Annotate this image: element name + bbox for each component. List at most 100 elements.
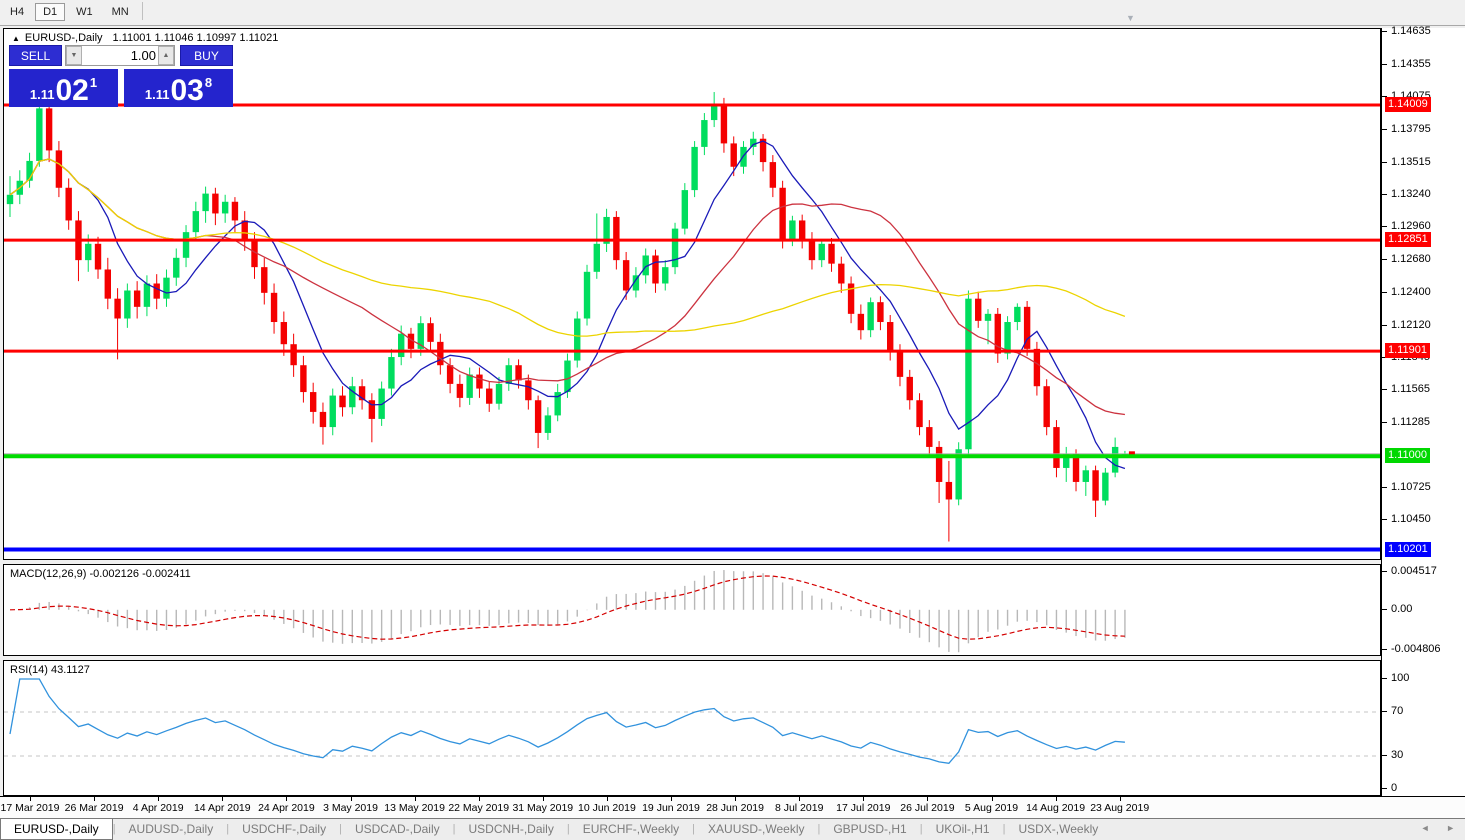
macd-indicator-panel[interactable]: MACD(12,26,9) -0.002126 -0.002411: [3, 564, 1381, 656]
price-tick: 1.12680: [1391, 253, 1431, 266]
date-label: 19 Jun 2019: [642, 802, 700, 814]
axis-tick-mark: [1382, 487, 1387, 489]
tab-usdxweekly[interactable]: USDX-,Weekly: [1018, 822, 1099, 836]
date-tick-mark: [350, 797, 352, 801]
date-tick-mark: [1055, 797, 1057, 801]
date-label: 24 Apr 2019: [258, 802, 315, 814]
date-label: 10 Jun 2019: [577, 802, 636, 814]
volume-increase-icon[interactable]: ▲: [158, 46, 174, 65]
price-tick: 1.11285: [1391, 415, 1430, 428]
tab-usdchfdaily[interactable]: USDCHF-,Daily: [242, 822, 327, 836]
collapse-trade-panel-icon[interactable]: ▲: [12, 34, 20, 43]
macd-tick: -0.004806: [1391, 643, 1441, 655]
level-price-badge: 1.10201: [1385, 541, 1431, 557]
buy-price-prefix: 1.11: [144, 87, 170, 102]
price-tick: 1.12120: [1391, 318, 1431, 331]
date-tick-mark: [222, 797, 224, 801]
date-label: 17 Mar 2019: [0, 802, 60, 814]
price-tick: 1.10725: [1391, 481, 1431, 494]
price-tick: 1.13795: [1391, 122, 1431, 135]
tab-separator: |: [1002, 823, 1006, 835]
axis-tick-mark: [1382, 421, 1387, 423]
tab-separator: |: [226, 823, 230, 835]
date-label: 31 May 2019: [512, 802, 574, 814]
price-tick: 1.12400: [1391, 285, 1431, 298]
macd-label: MACD(12,26,9) -0.002126 -0.002411: [10, 568, 191, 580]
chart-shift-marker[interactable]: ▼: [1126, 13, 1135, 23]
axis-tick-mark: [1382, 161, 1387, 163]
tab-ukoilh1[interactable]: UKOil-,H1: [935, 822, 990, 836]
date-label: 26 Mar 2019: [64, 802, 124, 814]
date-tick-mark: [671, 797, 672, 801]
level-price-badge: 1.14009: [1385, 96, 1431, 112]
sell-price-pip: 1: [89, 75, 98, 90]
axis-tick-mark: [1382, 291, 1387, 293]
tab-separator: |: [817, 823, 821, 835]
chart-title: ▲ EURUSD-,Daily 1.11001 1.11046 1.10997 1.…: [12, 32, 278, 44]
volume-input[interactable]: [84, 46, 156, 65]
tab-xauusdweekly[interactable]: XAUUSD-,Weekly: [708, 822, 805, 836]
rsi-tick: 30: [1391, 749, 1404, 761]
tab-gbpusdh1[interactable]: GBPUSD-,H1: [833, 822, 907, 836]
sell-price-prefix: 1.11: [29, 87, 55, 102]
tab-scroll-left-icon[interactable]: ◄: [1420, 823, 1430, 833]
sell-button[interactable]: SELL: [9, 45, 62, 66]
tab-separator: |: [692, 823, 696, 835]
date-tick-mark: [94, 797, 96, 801]
buy-price-pip: 8: [204, 75, 213, 90]
date-axis[interactable]: 17 Mar 2019 26 Mar 2019 4 Apr 2019 14 Apr 2…: [0, 796, 1465, 818]
axis-tick-mark: [1382, 678, 1387, 679]
axis-tick-mark: [1382, 226, 1387, 228]
axis-tick-mark: [1382, 324, 1387, 326]
tab-scroll-right-icon[interactable]: ►: [1446, 823, 1455, 833]
axis-tick-mark: [1382, 259, 1387, 261]
date-tick-mark: [1119, 797, 1121, 801]
buy-price-button[interactable]: 1.11 03 8: [124, 69, 233, 107]
rsi-indicator-panel[interactable]: RSI(14) 43.1127: [3, 660, 1381, 796]
tab-eurusddaily[interactable]: EURUSD-,Daily: [0, 819, 113, 840]
rsi-chart-canvas[interactable]: [4, 661, 1380, 795]
tab-eurchfweekly[interactable]: EURCHF-,Weekly: [582, 822, 680, 836]
candlestick-chart-canvas[interactable]: [4, 29, 1380, 559]
tab-usdcaddaily[interactable]: USDCAD-,Daily: [354, 822, 440, 836]
sell-price-button[interactable]: 1.11 02 1: [9, 69, 118, 107]
tab-separator: |: [452, 823, 456, 835]
timeframe-button-d1[interactable]: D1: [35, 3, 66, 21]
date-label: 3 May 2019: [323, 802, 378, 814]
date-label: 8 Jul 2019: [774, 802, 824, 814]
axis-tick-mark: [1382, 755, 1387, 756]
tab-separator: |: [112, 823, 116, 835]
macd-tick: 0.004517: [1391, 565, 1437, 577]
axis-tick-mark: [1382, 389, 1387, 391]
price-tick: 1.10450: [1391, 513, 1431, 526]
date-tick-mark: [30, 797, 31, 801]
date-tick-mark: [478, 797, 480, 801]
level-price-badge: 1.11000: [1385, 448, 1430, 464]
price-chart-panel[interactable]: ▲ EURUSD-,Daily 1.11001 1.11046 1.10997 1.…: [3, 28, 1381, 560]
rsi-label: RSI(14) 43.1127: [10, 664, 90, 676]
one-click-trading-panel: SELL ▼ ▲ BUY 1.11 02 1 1.11 03 8: [9, 45, 233, 135]
axis-tick-mark: [1382, 608, 1387, 610]
axis-tick-mark: [1382, 128, 1387, 130]
timeframe-toolbar: H4 D1 W1 MN: [0, 0, 1465, 26]
toolbar-separator: [141, 1, 143, 20]
axis-tick-mark: [1382, 519, 1387, 521]
tab-audusddaily[interactable]: AUDUSD-,Daily: [128, 822, 214, 836]
tab-separator: |: [566, 823, 570, 835]
timeframe-button-h4[interactable]: H4: [2, 3, 33, 21]
macd-tick: 0.00: [1391, 602, 1413, 615]
volume-decrease-icon[interactable]: ▼: [66, 46, 82, 65]
level-price-badge: 1.12851: [1385, 232, 1431, 248]
timeframe-button-mn[interactable]: MN: [103, 3, 137, 21]
axis-tick-mark: [1382, 649, 1387, 650]
volume-box: ▼ ▲: [65, 45, 175, 66]
buy-button[interactable]: BUY: [180, 45, 233, 66]
price-axis[interactable]: 1.146351.143551.140751.137951.135151.132…: [1381, 25, 1465, 796]
timeframe-button-w1[interactable]: W1: [68, 3, 101, 21]
tab-usdcnhdaily[interactable]: USDCNH-,Daily: [468, 822, 554, 836]
macd-chart-canvas[interactable]: [4, 565, 1380, 655]
axis-tick-mark: [1382, 193, 1387, 195]
rsi-tick: 0: [1391, 782, 1398, 794]
symbol-label: EURUSD-,Daily: [24, 32, 103, 44]
